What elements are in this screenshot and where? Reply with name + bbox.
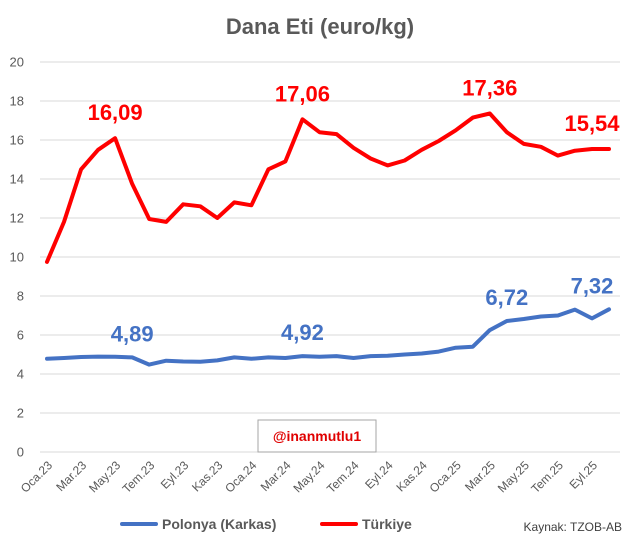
x-tick-label: Eyl.23 — [158, 458, 192, 492]
y-tick-label: 12 — [10, 211, 24, 226]
y-tick-label: 18 — [10, 94, 24, 109]
y-tick-label: 16 — [10, 133, 24, 148]
y-tick-label: 4 — [17, 367, 24, 382]
x-tick-label: Kas.23 — [189, 458, 226, 495]
data-label: 17,06 — [275, 81, 330, 106]
y-tick-label: 6 — [17, 328, 24, 343]
series-line-polonya — [45, 307, 611, 367]
x-tick-label: May.24 — [291, 458, 328, 495]
y-tick-label: 2 — [17, 406, 24, 421]
chart-title: Dana Eti (euro/kg) — [226, 14, 414, 39]
x-tick-label: Mar.24 — [258, 458, 294, 494]
x-tick-label: Mar.23 — [53, 458, 89, 494]
data-label: 15,54 — [564, 111, 620, 136]
y-tick-label: 0 — [17, 445, 24, 460]
series-line-turkiye — [45, 111, 611, 264]
x-tick-label: Tem.23 — [120, 458, 158, 496]
data-label: 4,89 — [111, 321, 154, 346]
watermark-text: @inanmutlu1 — [273, 428, 362, 444]
x-tick-label: Oca.25 — [427, 458, 464, 495]
data-label: 16,09 — [88, 100, 143, 125]
x-tick-label: Oca.23 — [18, 458, 55, 495]
x-tick-label: Eyl.24 — [362, 458, 396, 492]
x-tick-label: May.25 — [495, 458, 532, 495]
y-tick-label: 14 — [10, 172, 24, 187]
legend-label-turkiye: Türkiye — [362, 516, 412, 532]
y-tick-label: 8 — [17, 289, 24, 304]
x-tick-label: Tem.25 — [528, 458, 566, 496]
series-lines — [45, 111, 611, 367]
legend-label-polonya: Polonya (Karkas) — [162, 516, 276, 532]
data-label: 7,32 — [571, 273, 614, 298]
y-tick-label: 20 — [10, 55, 24, 70]
watermark-box: @inanmutlu1 — [257, 419, 377, 453]
y-axis: 0 2 4 6 8 10 12 14 16 18 20 — [10, 55, 24, 460]
data-labels: 16,09 17,06 17,36 15,54 4,89 4,92 6,72 7,32 — [88, 75, 621, 346]
data-label: 6,72 — [485, 285, 528, 310]
data-label: 17,36 — [462, 75, 517, 100]
data-label: 4,92 — [281, 320, 324, 345]
x-tick-label: Eyl.25 — [567, 458, 601, 492]
watermark-frame — [257, 419, 377, 453]
source-note: Kaynak: TZOB-AB — [524, 520, 622, 534]
x-tick-label: May.23 — [86, 458, 123, 495]
legend: Polonya (Karkas) Türkiye — [120, 516, 412, 532]
x-tick-label: Kas.24 — [393, 458, 430, 495]
y-tick-label: 10 — [10, 250, 24, 265]
x-tick-label: Tem.24 — [324, 458, 362, 496]
x-tick-label: Oca.24 — [222, 458, 259, 495]
gridlines — [40, 61, 620, 453]
x-tick-label: Mar.25 — [462, 458, 498, 494]
